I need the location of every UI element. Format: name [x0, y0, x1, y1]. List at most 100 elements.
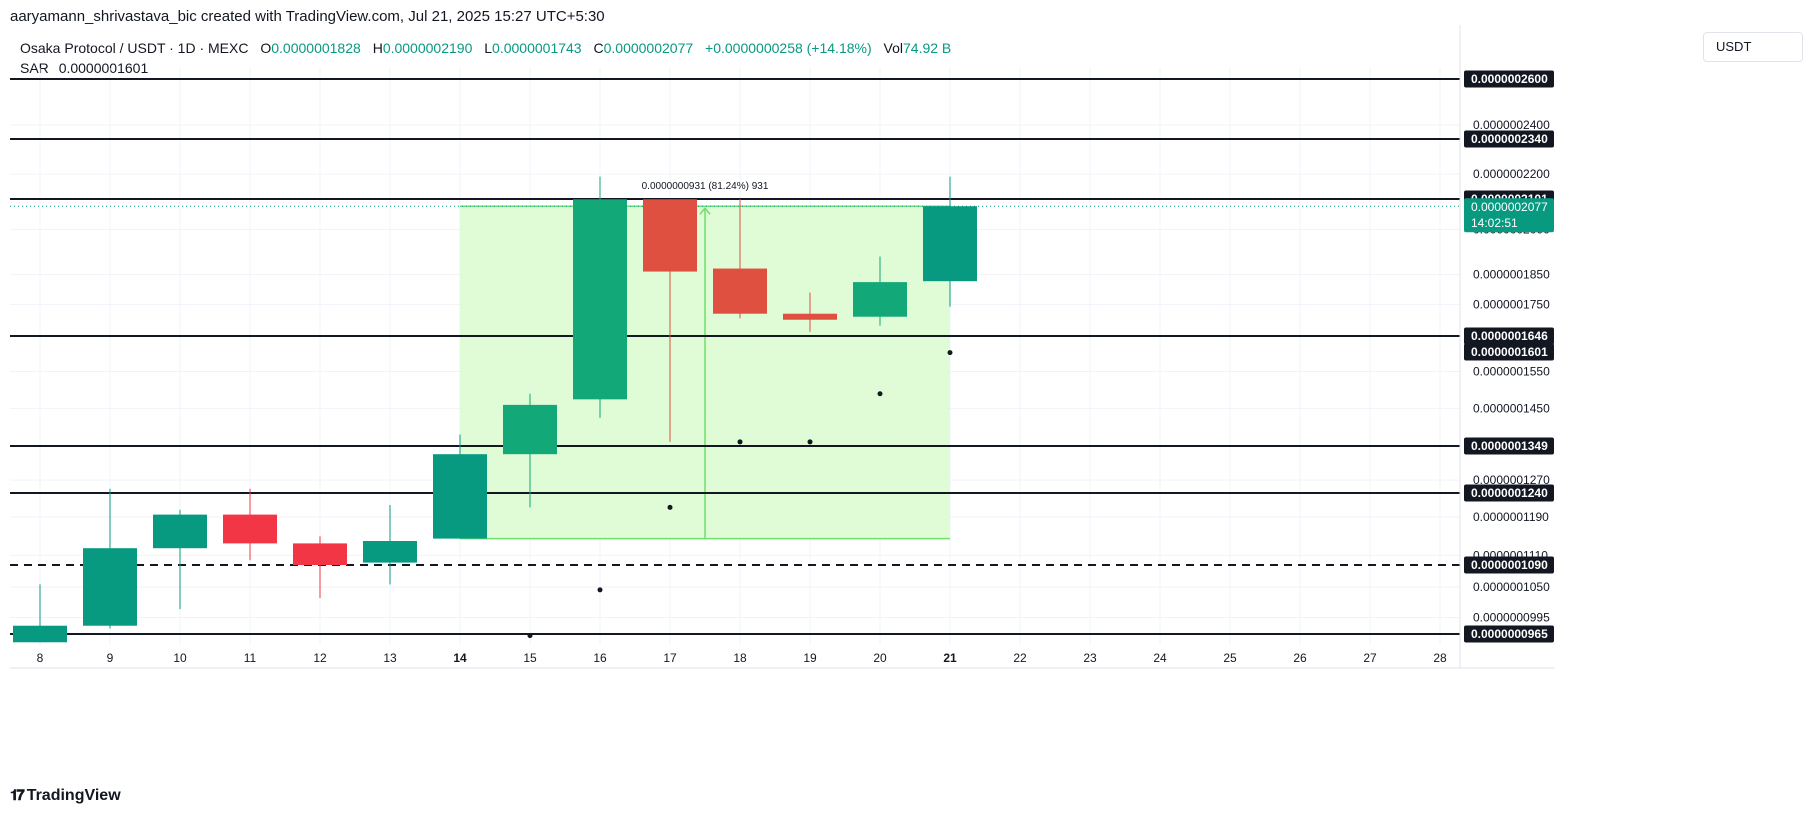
time-axis-label: 27 — [1363, 651, 1377, 665]
sar-dot — [527, 633, 533, 639]
level-price-tag: 0.0000001349 — [1471, 439, 1548, 453]
candle-body[interactable] — [433, 454, 487, 539]
time-axis-label: 15 — [523, 651, 537, 665]
measure-label: 0.0000000931 (81.24%) 931 — [642, 181, 769, 192]
time-axis-label: 17 — [663, 651, 677, 665]
candle-body[interactable] — [573, 199, 627, 400]
candle-body[interactable] — [363, 541, 417, 563]
volume-value: 74.92 B — [903, 40, 952, 56]
candle-body[interactable] — [293, 543, 347, 565]
price-axis-label: 0.0000001450 — [1473, 402, 1550, 416]
open-value: 0.0000001828 — [271, 40, 361, 56]
horizontal-levels — [10, 78, 1460, 635]
time-axis-label: 8 — [37, 651, 44, 665]
time-axis-label: 24 — [1153, 651, 1167, 665]
change-value: +0.0000000258 (+14.18%) — [705, 40, 872, 56]
chart-credit: aaryamann_shrivastava_bic created with T… — [10, 8, 605, 25]
level-price-tag-bg — [1464, 556, 1554, 574]
ohlc-row: Osaka Protocol / USDT · 1D · MEXC O0.000… — [20, 38, 951, 58]
time-axis-label: 26 — [1293, 651, 1307, 665]
time-axis-label: 14 — [453, 651, 467, 665]
level-price-tag: 0.0000002600 — [1471, 72, 1548, 86]
candle-body[interactable] — [713, 268, 767, 314]
sar-price-tag-bg — [1464, 343, 1554, 361]
level-price-tag: 0.0000001090 — [1471, 558, 1548, 572]
time-axis-label: 20 — [873, 651, 887, 665]
price-chart[interactable]: 0.0000000931 (81.24%) 931 0.00000024000.… — [0, 0, 1814, 780]
time-axis-label: 21 — [943, 651, 957, 665]
price-axis-label: 0.0000001750 — [1473, 298, 1550, 312]
candle-body[interactable] — [923, 206, 977, 282]
price-axis-label: 0.0000001050 — [1473, 580, 1550, 594]
price-axis-label: 0.0000001270 — [1473, 473, 1550, 487]
price-tags: 0.00000026000.00000023400.00000021010.00… — [1464, 70, 1554, 643]
time-axis-label: 9 — [107, 651, 114, 665]
symbol-title[interactable]: Osaka Protocol / USDT · 1D · MEXC — [20, 40, 249, 56]
time-axis-label: 10 — [173, 651, 187, 665]
measure-arrow-head — [699, 207, 711, 215]
sar-dot — [807, 439, 813, 445]
sar-dots — [527, 350, 953, 639]
last-price-tag-bg — [1464, 198, 1554, 233]
low-label: L — [484, 40, 493, 56]
currency-selector[interactable]: USDT — [1703, 32, 1803, 62]
sar-dot — [947, 350, 953, 356]
time-axis-label: 25 — [1223, 651, 1237, 665]
countdown-tag: 14:02:51 — [1471, 216, 1518, 230]
price-axis-label: 0.0000002200 — [1473, 167, 1550, 181]
time-axis-label: 23 — [1083, 651, 1097, 665]
symbol-legend: Osaka Protocol / USDT · 1D · MEXC O0.000… — [20, 38, 951, 78]
time-axis-label: 11 — [244, 651, 257, 665]
sar-label: SAR — [20, 60, 49, 76]
time-axis-label: 22 — [1013, 651, 1027, 665]
tradingview-logo-icon: 𝟏𝟕 — [10, 787, 25, 804]
level-price-tag: 0.0000001240 — [1471, 486, 1548, 500]
sar-value: 0.0000001601 — [58, 60, 149, 76]
high-value: 0.0000002190 — [382, 40, 473, 56]
candle-body[interactable] — [643, 199, 697, 272]
price-axis-label: 0.0000001550 — [1473, 365, 1550, 379]
candle-body[interactable] — [153, 514, 207, 549]
open-label: O — [260, 40, 272, 56]
candle-body[interactable] — [503, 404, 557, 455]
sar-dot — [737, 439, 743, 445]
level-price-tag-bg — [1464, 625, 1554, 643]
time-axis-label: 13 — [383, 651, 397, 665]
level-price-tag: 0.0000000965 — [1471, 627, 1548, 641]
price-axis-label: 0.0000002400 — [1473, 118, 1550, 132]
brand-label: TradingView — [26, 787, 121, 804]
candle-body[interactable] — [83, 548, 137, 626]
sar-dot — [597, 587, 603, 593]
sar-dot — [667, 504, 673, 510]
candles — [13, 176, 977, 643]
level-price-tag-bg — [1464, 130, 1554, 148]
price-axis-label: 0.0000001190 — [1473, 510, 1549, 524]
level-price-tag-bg — [1464, 437, 1554, 455]
time-axis-label: 19 — [803, 651, 817, 665]
candle-body[interactable] — [13, 625, 67, 643]
sar-row[interactable]: SAR 0.0000001601 — [20, 58, 951, 78]
price-axis-label: 0.0000000995 — [1473, 610, 1550, 624]
time-axis-label: 12 — [313, 651, 327, 665]
candle-body[interactable] — [223, 514, 277, 544]
candle-body[interactable] — [853, 282, 907, 317]
last-price-tag: 0.0000002077 — [1471, 200, 1548, 214]
time-axis-label: 16 — [593, 651, 607, 665]
level-price-tag-bg — [1464, 70, 1554, 88]
level-price-tag: 0.0000001646 — [1471, 329, 1548, 343]
level-price-tag-bg — [1464, 484, 1554, 502]
measure-tool: 0.0000000931 (81.24%) 931 — [460, 181, 950, 540]
high-label: H — [372, 40, 383, 56]
low-value: 0.0000001743 — [492, 40, 582, 56]
time-axis-label: 28 — [1433, 651, 1447, 665]
level-price-tag-bg — [1464, 327, 1554, 345]
volume-label: Vol — [883, 40, 903, 56]
close-value: 0.0000002077 — [603, 40, 694, 56]
close-label: C — [593, 40, 604, 56]
sar-price-tag: 0.0000001601 — [1471, 345, 1548, 359]
candle-body[interactable] — [783, 313, 837, 320]
time-axis-label: 18 — [733, 651, 747, 665]
level-price-tag: 0.0000002340 — [1471, 132, 1548, 146]
time-axis: 8 9 10 11 12 13 14 15 16 17 18 19 20 21 22 23 24 25 26 27 28 — [10, 651, 1555, 669]
tradingview-brand[interactable]: 𝟏𝟕 TradingView — [10, 787, 121, 805]
